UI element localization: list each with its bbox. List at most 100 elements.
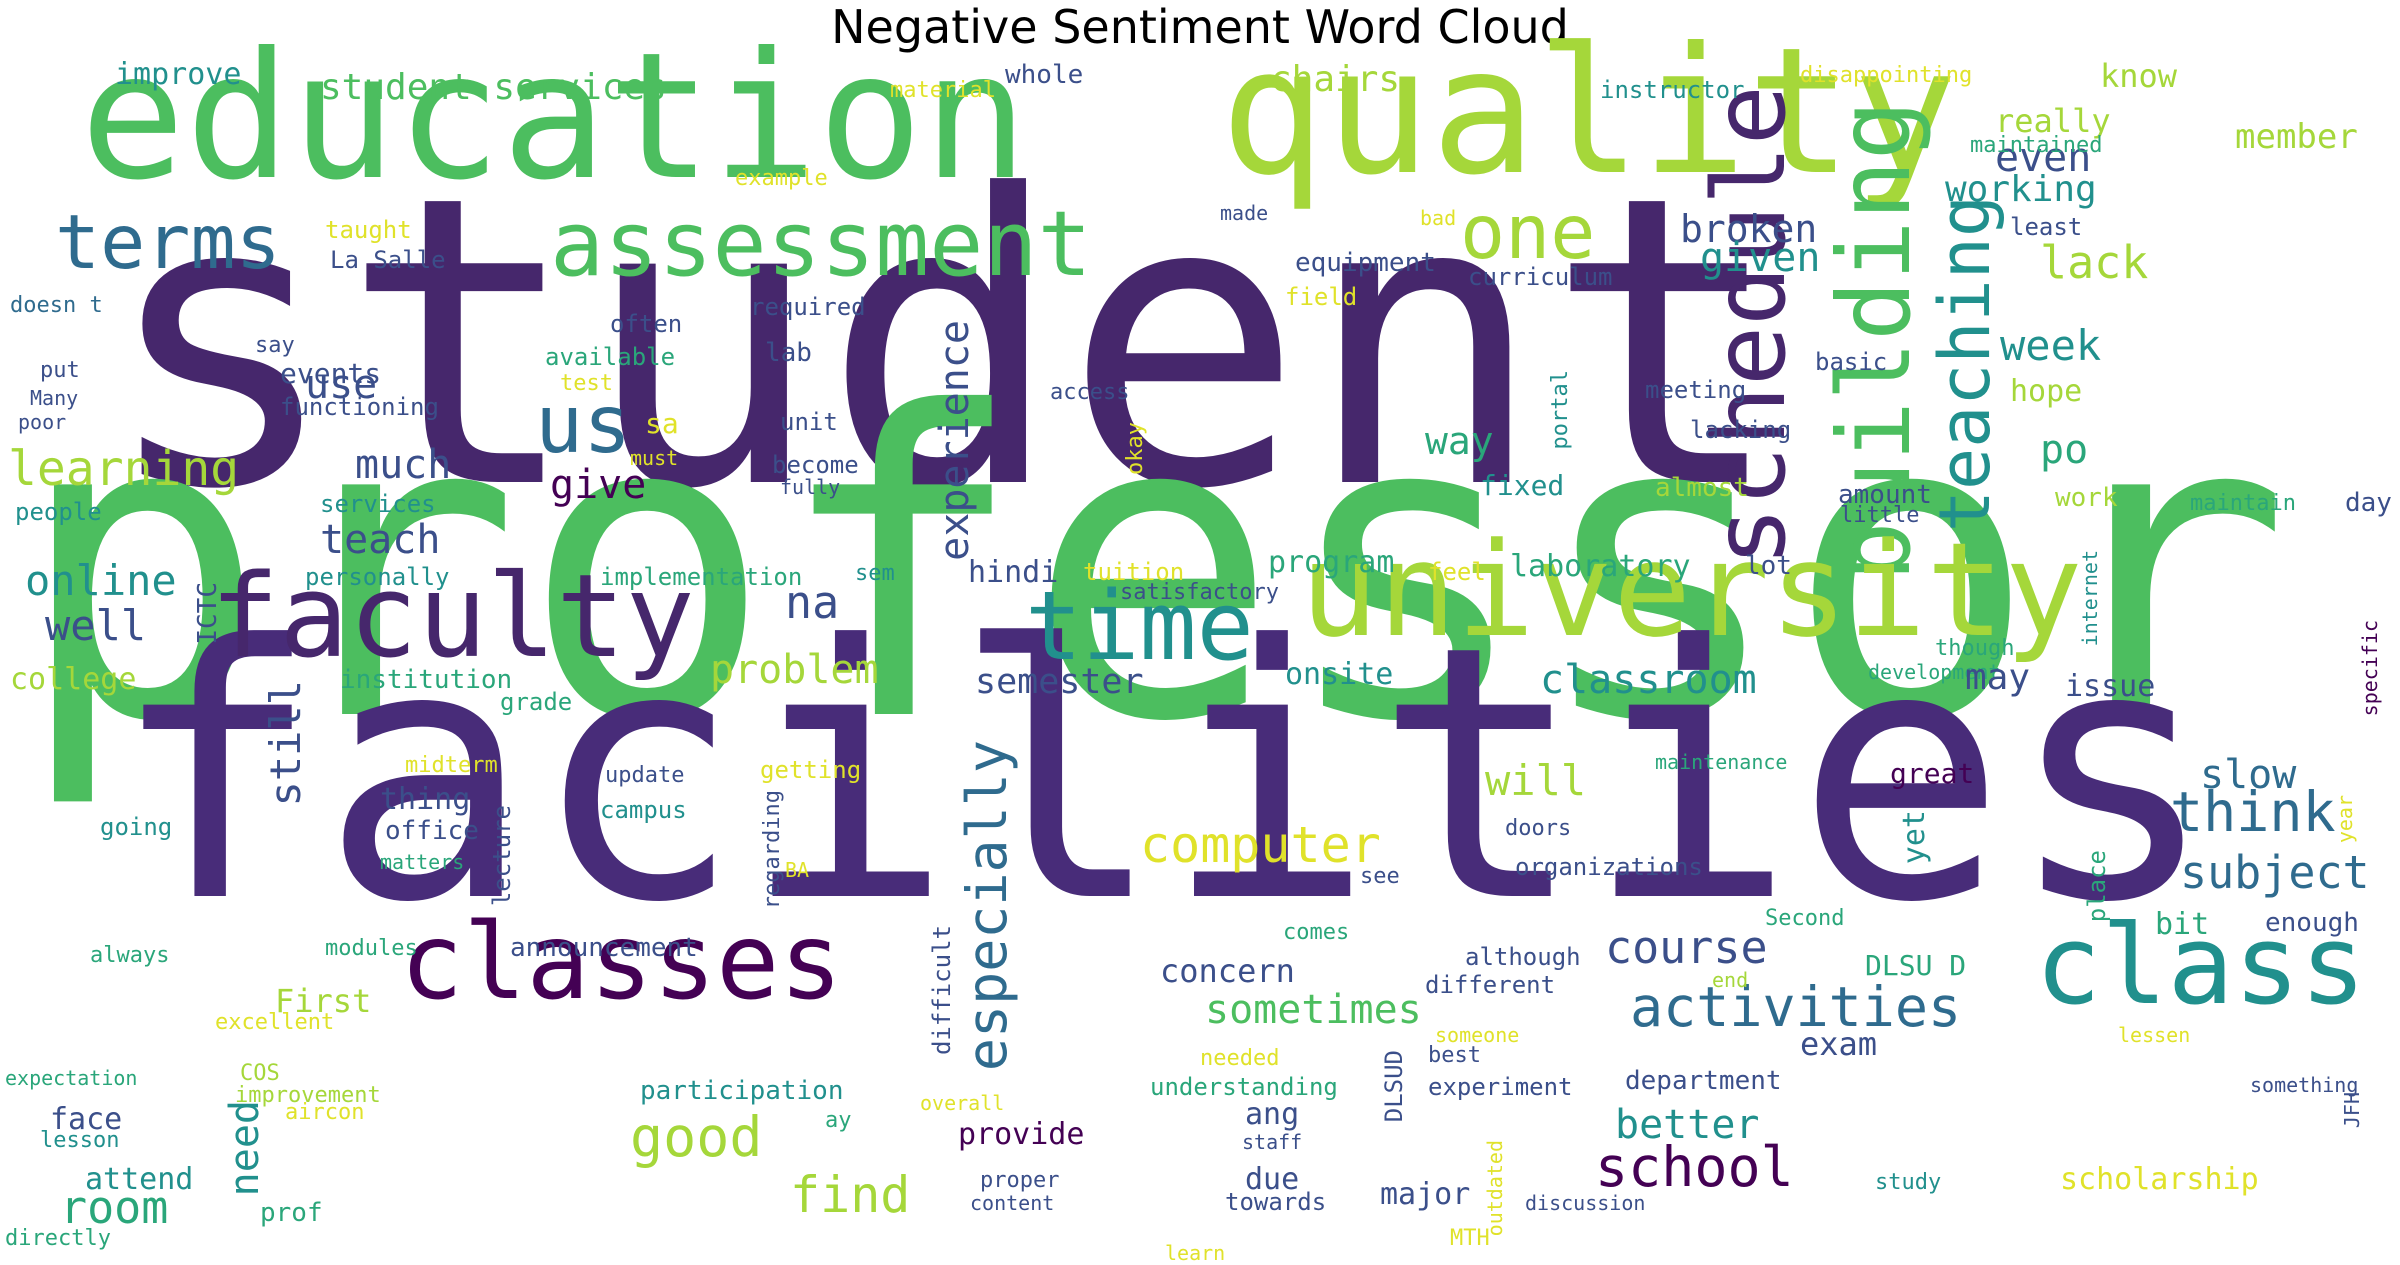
cloud-word: development (1868, 660, 2001, 684)
cloud-word: okay (1123, 422, 1148, 475)
cloud-word: JFH (2340, 1092, 2364, 1129)
cloud-word: fixed (1480, 469, 1565, 502)
cloud-word: need (222, 1100, 268, 1197)
cloud-word: teach (320, 517, 441, 563)
cloud-word: participation (640, 1076, 844, 1106)
cloud-word: DLSUD (1380, 1050, 1408, 1123)
cloud-word: day (2345, 488, 2392, 518)
cloud-word: enough (2265, 908, 2359, 938)
cloud-word: events (280, 357, 382, 390)
cloud-word: campus (600, 796, 687, 824)
cloud-word: test (560, 371, 613, 396)
cloud-word: concern (1160, 952, 1295, 990)
cloud-word: announcement (510, 933, 698, 963)
cloud-word: attend (85, 1162, 194, 1197)
cloud-word: proper (980, 1168, 1060, 1193)
cloud-word: classroom (1540, 657, 1757, 703)
cloud-word: terms (55, 198, 281, 286)
chart-title: Negative Sentiment Word Cloud (831, 0, 1569, 54)
cloud-word: little (1840, 503, 1920, 528)
cloud-word: become (772, 451, 859, 479)
cloud-word: best (1428, 1043, 1481, 1068)
cloud-word: curriculum (1468, 263, 1613, 291)
cloud-word: experiment (1428, 1073, 1573, 1101)
cloud-word: DLSU D (1865, 949, 1967, 982)
cloud-word: whole (1005, 60, 1084, 90)
cloud-word: good (630, 1105, 763, 1169)
cloud-word: office (385, 816, 479, 846)
cloud-word: ang (1245, 1097, 1300, 1132)
cloud-word: put (40, 358, 80, 383)
cloud-word: onsite (1285, 657, 1394, 692)
cloud-word: use (305, 362, 378, 408)
cloud-word: aircon (285, 1100, 365, 1125)
cloud-word: needed (1200, 1046, 1280, 1071)
cloud-word: great (1890, 757, 1975, 790)
cloud-word: room (60, 1181, 169, 1234)
cloud-word: student (100, 112, 1786, 577)
cloud-word: something (2250, 1073, 2359, 1097)
cloud-word: ICTC (193, 582, 223, 645)
cloud-word: directly (5, 1226, 111, 1251)
cloud-word: sa (645, 407, 679, 440)
cloud-word: course (1605, 921, 1768, 974)
cloud-word: teaching (1924, 195, 2006, 533)
cloud-word: classes (400, 901, 843, 1023)
cloud-word: difficult (928, 925, 956, 1056)
cloud-word: internet (2078, 550, 2102, 647)
cloud-word: satisfactory (1120, 580, 1279, 605)
cloud-word: almost (1655, 473, 1749, 503)
cloud-word: improve (115, 57, 242, 92)
cloud-word: towards (1225, 1188, 1327, 1216)
cloud-word: well (45, 601, 147, 650)
cloud-word: find (790, 1166, 911, 1224)
cloud-word: COS (240, 1061, 280, 1086)
cloud-word: working (1945, 169, 2097, 210)
cloud-word: access (1050, 380, 1130, 405)
cloud-word: bad (1420, 206, 1457, 230)
cloud-word: tuition (1083, 558, 1185, 586)
cloud-word: lacking (1690, 416, 1792, 444)
cloud-word: regarding (760, 790, 785, 910)
cloud-word: especially (955, 740, 1019, 1072)
cloud-word: department (1625, 1066, 1782, 1096)
cloud-word: BA (785, 858, 810, 882)
cloud-word: unit (780, 408, 838, 436)
cloud-word: taught (325, 216, 412, 244)
cloud-word: specific (2358, 620, 2382, 717)
cloud-word: college (10, 662, 137, 697)
cloud-word: comes (1283, 920, 1350, 945)
cloud-word: basic (1815, 348, 1888, 376)
cloud-word: bit (2155, 907, 2210, 942)
cloud-word: poor (18, 410, 67, 434)
cloud-word: scholarship (2060, 1162, 2259, 1197)
cloud-word: na (785, 576, 840, 629)
cloud-word: exam (1800, 1025, 1878, 1063)
cloud-word: quality (1220, 11, 1958, 214)
cloud-word: implementation (600, 563, 803, 591)
cloud-word: people (15, 498, 102, 526)
cloud-word: really (1995, 102, 2111, 140)
cloud-word: content (970, 1191, 1055, 1215)
cloud-word: laboratory (1510, 549, 1691, 584)
cloud-word: staff (1242, 1130, 1303, 1154)
cloud-word: one (1460, 188, 1596, 276)
cloud-word: say (255, 333, 295, 358)
cloud-word: equipment (1295, 248, 1436, 278)
cloud-word: though (1935, 636, 2015, 661)
cloud-word: material (890, 78, 996, 103)
cloud-word: going (100, 813, 173, 841)
cloud-word: slow (2200, 752, 2297, 798)
cloud-word: broken (1680, 207, 1818, 251)
cloud-word: time (1025, 572, 1254, 682)
cloud-word: prof (260, 1198, 323, 1228)
cloud-word: La Salle (330, 246, 446, 274)
cloud-word: portal (1548, 370, 1573, 450)
cloud-word: professor (15, 325, 2291, 814)
cloud-word: lesson (40, 1128, 120, 1153)
cloud-word: assessment (550, 192, 1092, 297)
cloud-word: services (320, 490, 436, 518)
cloud-word: although (1465, 943, 1581, 971)
cloud-word: always (90, 943, 170, 968)
